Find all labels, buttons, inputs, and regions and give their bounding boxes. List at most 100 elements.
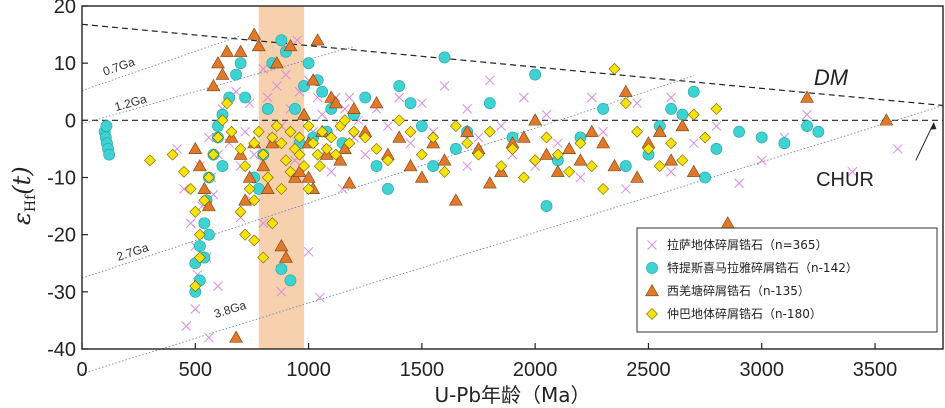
data-point-circle	[483, 97, 496, 110]
data-point-diamond	[193, 251, 206, 264]
data-point-triangle	[292, 164, 307, 177]
data-point-diamond	[676, 154, 689, 167]
data-point-cross	[802, 109, 812, 120]
data-point-diamond	[307, 137, 320, 150]
data-point-triangle	[201, 199, 216, 212]
data-point-diamond	[193, 228, 206, 241]
data-point-triangle	[192, 159, 207, 172]
x-tick-label: 500	[179, 359, 212, 381]
data-point-diamond	[166, 148, 179, 161]
data-point-diamond	[329, 148, 342, 161]
data-point-circle	[619, 160, 632, 172]
data-point-triangle	[562, 141, 577, 155]
data-point-circle	[597, 103, 610, 115]
data-point-triangle	[460, 124, 475, 137]
data-point-triangle	[584, 124, 599, 137]
data-point-circle	[801, 120, 813, 132]
data-point-cross	[292, 35, 303, 46]
data-point-circle	[404, 97, 417, 110]
data-point-triangle	[607, 159, 622, 172]
data-point-diamond	[653, 160, 666, 172]
data-point-diamond	[248, 194, 261, 207]
series-diamond	[144, 62, 723, 293]
data-point-cross	[518, 92, 529, 103]
data-point-triangle	[337, 141, 352, 155]
data-point-cross	[213, 281, 223, 291]
data-point-circle	[370, 160, 383, 172]
data-point-diamond	[540, 131, 553, 144]
data-point-diamond	[529, 154, 542, 167]
data-point-diamond	[483, 125, 496, 138]
data-point-diamond	[320, 142, 333, 155]
data-point-cross	[847, 166, 858, 177]
data-point-cross	[711, 121, 722, 131]
data-point-triangle	[516, 130, 531, 143]
data-point-diamond	[189, 205, 202, 218]
data-point-cross	[185, 218, 196, 229]
data-point-triangle	[630, 170, 645, 183]
data-point-circle	[230, 68, 242, 81]
data-point-triangle	[369, 96, 384, 109]
data-point-circle	[540, 200, 553, 212]
data-point-circle	[239, 91, 252, 104]
legend-label: 西羌塘碎屑锆石（n-135）	[667, 283, 810, 298]
data-point-triangle	[403, 159, 418, 172]
dm-line	[81, 23, 944, 107]
data-point-triangle	[242, 170, 257, 183]
data-point-triangle	[283, 39, 298, 52]
y-tick-label: -20	[47, 225, 76, 247]
data-point-circle	[316, 85, 329, 98]
data-point-diamond	[517, 171, 530, 184]
chur-label: CHUR	[816, 169, 874, 191]
data-point-cross	[272, 81, 282, 91]
data-point-diamond	[275, 137, 288, 150]
data-point-cross	[688, 138, 699, 149]
legend-marker-diamond	[646, 308, 658, 320]
y-tick-label: 10	[54, 53, 76, 75]
data-point-triangle	[301, 170, 316, 183]
axis-ticks-layer: 0 500 1000 1500 2000 2500 3000 3500 20 10 0 -10 -20 -…	[47, 0, 897, 381]
data-point-circle	[193, 240, 206, 252]
data-point-diamond	[234, 205, 247, 218]
data-point-triangle	[800, 90, 814, 103]
data-point-triangle	[247, 27, 262, 40]
data-point-diamond	[699, 131, 712, 144]
x-tick-label: 3500	[853, 359, 898, 381]
y-tick-label: -10	[47, 168, 76, 190]
data-point-diamond	[631, 125, 644, 138]
data-point-circle	[393, 80, 406, 92]
data-point-diamond	[257, 251, 270, 264]
data-point-cross	[339, 104, 350, 114]
data-point-circle	[198, 217, 211, 230]
data-point-triangle	[346, 101, 361, 114]
data-point-diamond	[284, 165, 297, 178]
legend-label: 特提斯喜马拉雅碎屑锆石（n-142）	[667, 260, 858, 275]
data-point-triangle	[197, 181, 212, 195]
x-tick-label: 1000	[286, 359, 331, 381]
data-point-diamond	[275, 183, 288, 195]
data-point-triangle	[260, 181, 275, 195]
data-point-diamond	[178, 165, 190, 178]
data-point-diamond	[261, 171, 274, 184]
data-point-cross	[632, 98, 642, 109]
data-point-circle	[755, 131, 768, 144]
data-point-circle	[427, 160, 440, 172]
model-age-label: 0.7Ga	[101, 55, 137, 79]
data-point-triangle	[664, 153, 679, 166]
y-tick-label: 0	[65, 110, 76, 132]
data-point-diamond	[311, 148, 324, 161]
data-point-diamond	[325, 131, 338, 144]
data-point-cross	[756, 155, 767, 166]
data-point-cross	[190, 304, 201, 314]
data-point-triangle	[686, 164, 701, 177]
data-point-triangle	[528, 113, 543, 126]
data-point-cross	[439, 81, 450, 91]
data-point-cross	[303, 246, 314, 257]
data-point-diamond	[619, 97, 632, 110]
data-point-diamond	[234, 142, 247, 155]
data-point-triangle	[392, 130, 407, 143]
data-point-cross	[258, 218, 269, 229]
y-axis-label-main: ε	[8, 212, 36, 225]
data-point-triangle	[618, 84, 633, 97]
data-point-cross	[620, 184, 631, 194]
